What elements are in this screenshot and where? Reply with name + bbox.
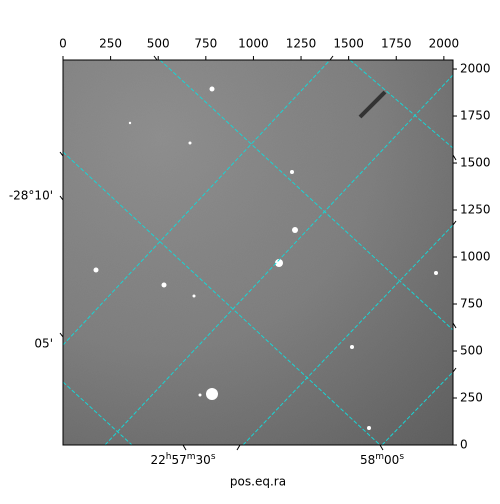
y-tick-label: 750 [460,297,483,311]
wcs-grid [63,60,453,445]
x-tick-label: 1750 [381,37,412,51]
x-tick-label: 1250 [286,37,317,51]
dec-tick-label: -28°10' [9,189,53,203]
frame [62,59,454,446]
x-tick-label: 500 [147,37,170,51]
y-tick-label: 1250 [460,203,491,217]
wcs-ticks [59,55,457,451]
y-tick-label: 2000 [460,62,491,76]
x-axis-label: pos.eq.ra [230,475,286,489]
y-tick-label: 1500 [460,156,491,170]
x-tick-label: 2000 [429,37,460,51]
x-tick-label: 1000 [238,37,269,51]
x-tick-label: 1500 [333,37,364,51]
y-tick-label: 0 [460,438,468,452]
y-tick-label: 250 [460,391,483,405]
x-tick-label: 250 [99,37,122,51]
image [63,60,453,445]
y-tick-label: 1000 [460,250,491,264]
y-tick-label: 1750 [460,109,491,123]
ra-tick-label: 22h57m30s [150,452,215,467]
x-tick-label: 750 [194,37,217,51]
y-tick-label: 500 [460,344,483,358]
x-tick-label: 0 [59,37,67,51]
dec-tick-label: 05' [34,337,53,351]
ra-tick-label: 58m00s [360,452,404,467]
